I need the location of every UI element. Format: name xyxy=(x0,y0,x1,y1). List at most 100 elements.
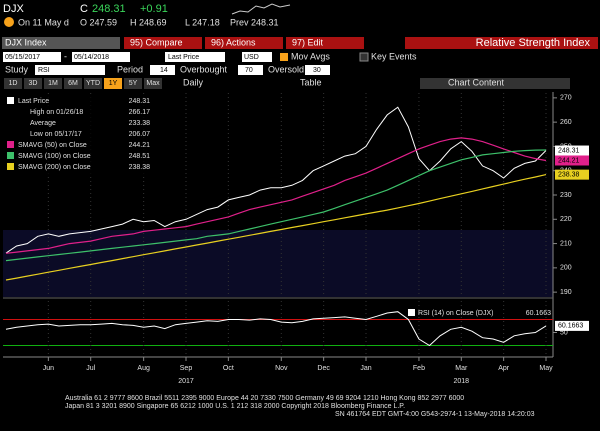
study-title-box xyxy=(405,37,598,49)
study-input[interactable] xyxy=(35,65,105,75)
legend-label: Average xyxy=(30,120,56,127)
x-tick-label: Jan xyxy=(360,365,371,372)
overbought-label: Overbought xyxy=(180,64,228,74)
range-button[interactable] xyxy=(24,78,42,89)
value-flag-label: 60.1663 xyxy=(558,323,583,330)
range-label[interactable]: 5Y xyxy=(129,80,138,87)
close: 248.31 xyxy=(92,3,126,15)
range-label[interactable]: 1M xyxy=(48,80,58,87)
legend-label: Last Price xyxy=(18,98,49,105)
change: +0.91 xyxy=(140,3,168,15)
study-name[interactable]: RSI xyxy=(38,67,50,74)
series-line xyxy=(5,149,547,262)
range-buttons: 1D 3D 1M 6M YTD 1Y 5Y Max xyxy=(4,78,162,89)
legend-value: 248.31 xyxy=(129,98,151,105)
x-tick-label: Oct xyxy=(223,365,234,372)
prev: Prev 248.31 xyxy=(230,17,279,27)
range-button[interactable] xyxy=(144,78,162,89)
oversold-label: Oversold xyxy=(268,64,304,74)
footer-line: SN 461764 EDT GMT-4:00 G543-2974-1 13-Ma… xyxy=(335,411,535,418)
series-line xyxy=(5,137,547,254)
value-flag-label: 238.38 xyxy=(558,171,580,178)
footer-line: Australia 61 2 9777 8600 Brazil 5511 239… xyxy=(65,395,464,402)
table[interactable]: Table xyxy=(300,77,322,87)
start-input[interactable] xyxy=(3,52,61,62)
key-events[interactable]: Key Events xyxy=(371,51,417,61)
range-label[interactable]: YTD xyxy=(86,80,100,87)
legend: Last Price 248.31 High on 01/26/18 266.17 Av… xyxy=(4,94,154,176)
overbought[interactable]: 70 xyxy=(245,67,253,74)
compare[interactable]: 95) Compare xyxy=(130,37,183,47)
x-tick-label: Jun xyxy=(43,365,54,372)
status-icon xyxy=(4,17,14,27)
key-events-check[interactable] xyxy=(359,52,369,62)
plot: 19020021022023024025026027050JunJulAugSe… xyxy=(3,93,589,385)
chart-content-box[interactable] xyxy=(420,78,570,89)
chart-content[interactable]: Chart Content xyxy=(448,77,505,87)
period[interactable]: 14 xyxy=(160,67,168,74)
footer-line: Japan 81 3 3201 8900 Singapore 65 6212 1… xyxy=(65,403,405,410)
legend-label: SMAVG (100) on Close xyxy=(18,153,91,160)
low: L 247.18 xyxy=(185,17,220,27)
period-input[interactable] xyxy=(150,65,175,75)
overbought-input[interactable] xyxy=(238,65,263,75)
oversold-input[interactable] xyxy=(305,65,330,75)
range-label[interactable]: 1Y xyxy=(109,80,118,87)
legend-value: 248.51 xyxy=(129,153,151,160)
lower-band xyxy=(3,230,553,297)
start-date[interactable]: 05/15/2017 xyxy=(5,54,40,61)
range-button[interactable] xyxy=(64,78,82,89)
actions[interactable]: 96) Actions xyxy=(211,37,256,47)
security-box xyxy=(2,37,120,49)
open: O 247.59 xyxy=(80,17,117,27)
legend-swatch xyxy=(7,141,14,148)
compare-button[interactable] xyxy=(124,37,202,49)
x-group-label: 2017 xyxy=(178,378,194,385)
value-flag-label: 244.21 xyxy=(558,157,580,164)
mov-avgs[interactable]: Mov Avgs xyxy=(291,51,330,61)
value-flag xyxy=(555,169,589,180)
mov-avgs-check[interactable] xyxy=(280,53,288,61)
frequency[interactable]: Daily xyxy=(183,77,204,87)
x-tick-label: Jul xyxy=(86,365,95,372)
end-date[interactable]: 05/14/2018 xyxy=(74,54,109,61)
range-button[interactable] xyxy=(4,78,22,89)
edit-button[interactable] xyxy=(286,37,364,49)
x-tick-label: Feb xyxy=(413,365,425,372)
sparkline xyxy=(231,3,291,15)
range-button[interactable] xyxy=(44,78,62,89)
range-label[interactable]: Max xyxy=(146,80,160,87)
range-label[interactable]: 6M xyxy=(68,80,78,87)
range-button[interactable] xyxy=(104,78,122,89)
currency-input[interactable] xyxy=(242,52,272,62)
legend-swatch xyxy=(7,163,14,170)
y-tick-label: 220 xyxy=(560,216,572,223)
legend-swatch xyxy=(408,309,415,316)
close-label: C xyxy=(80,3,88,15)
x-tick-label: Nov xyxy=(275,365,288,372)
x-tick-label: May xyxy=(539,365,553,372)
field[interactable]: Last Price xyxy=(168,54,199,61)
x-tick-label: Apr xyxy=(498,365,510,372)
y-tick-label: 260 xyxy=(560,119,572,126)
oversold[interactable]: 30 xyxy=(313,67,321,74)
value-flag xyxy=(555,155,589,166)
ticker: DJX xyxy=(3,3,24,15)
value-flag xyxy=(555,145,589,156)
actions-button[interactable] xyxy=(205,37,283,49)
edit[interactable]: 97) Edit xyxy=(292,37,324,47)
range-label[interactable]: 1D xyxy=(9,80,18,87)
legend-value: 238.38 xyxy=(129,164,151,171)
value-flag xyxy=(555,320,589,331)
range-button[interactable] xyxy=(84,78,102,89)
end-input[interactable] xyxy=(72,52,130,62)
range-label[interactable]: 3D xyxy=(29,80,38,87)
legend-box xyxy=(4,94,154,176)
field-input[interactable] xyxy=(165,52,225,62)
study-title: Relative Strength Index xyxy=(476,37,591,49)
on-date: On 11 May d xyxy=(18,17,69,27)
currency[interactable]: USD xyxy=(244,54,259,61)
range-button[interactable] xyxy=(124,78,142,89)
